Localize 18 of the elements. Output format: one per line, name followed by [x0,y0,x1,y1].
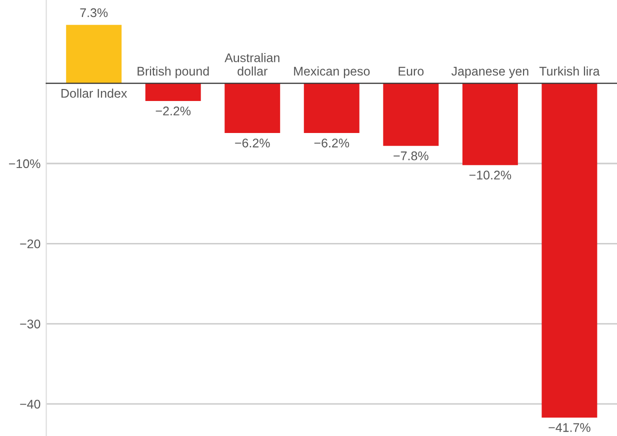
y-tick-label: −20 [20,239,40,248]
data-label: −7.8% [394,151,428,160]
x-tick-label: Mexican peso [294,66,370,78]
y-tick-label: −10% [9,159,40,168]
x-tick-label: Euro [398,66,424,76]
y-tick-label: −30 [20,320,40,328]
x-tick-label: Dollar Index [62,88,128,98]
data-label: −6.2% [314,138,350,148]
data-label: −2.2% [156,106,191,116]
x-tick-label: Australian dollar [224,53,280,76]
data-label: −10.2% [469,170,512,180]
x-tick-label: Japanese yen [451,66,528,78]
x-tick-label: British pound [138,66,209,78]
data-label: −41.7% [548,423,590,432]
x-tick-label: Turkish lira [539,66,600,76]
data-label: −6.2% [235,138,270,148]
data-label: 7.3% [80,8,108,18]
y-tick-label: −40 [20,400,40,409]
